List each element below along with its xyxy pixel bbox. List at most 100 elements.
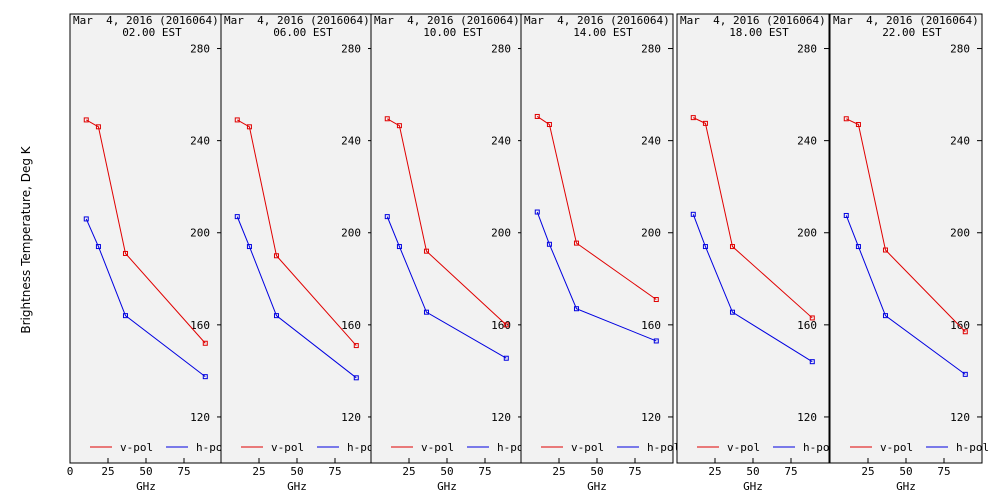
series-v-pol — [384, 116, 509, 328]
y-tick-label: 240 — [950, 135, 970, 148]
series-h-pol — [690, 211, 815, 365]
data-point — [234, 214, 240, 220]
y-tick-label: 120 — [797, 411, 817, 424]
data-point — [503, 355, 509, 361]
data-point — [234, 117, 240, 123]
x-tick-label: 75 — [937, 465, 950, 478]
series-h-pol — [83, 216, 208, 380]
data-point — [855, 244, 861, 250]
data-point — [546, 241, 552, 247]
panel-subtitle: 10.00 EST — [423, 26, 483, 39]
data-point — [653, 338, 659, 344]
data-point — [809, 315, 815, 321]
y-tick-label: 280 — [190, 43, 210, 56]
y-tick-label: 240 — [190, 135, 210, 148]
chart-panel: Mar 4, 2016 (2016064)18.00 EST 120 160 200 2… — [676, 13, 836, 493]
chart-panel: Mar 4, 2016 (2016064)06.00 EST 120 160 200 2… — [220, 13, 380, 493]
legend-item-v-pol: v-pol — [541, 441, 604, 454]
y-tick-label: 120 — [491, 411, 511, 424]
data-point — [353, 343, 359, 349]
data-point — [122, 313, 128, 319]
y-tick-label: 280 — [491, 43, 511, 56]
data-point — [273, 253, 279, 259]
x-tick-label: 50 — [290, 465, 303, 478]
y-tick-label: 240 — [641, 135, 661, 148]
panel-title: Mar 4, 2016 (2016064) — [224, 14, 370, 27]
panel-subtitle: 18.00 EST — [729, 26, 789, 39]
y-tick-label: 280 — [797, 43, 817, 56]
data-point — [95, 244, 101, 250]
y-tick-label: 240 — [797, 135, 817, 148]
series-line — [536, 211, 657, 342]
data-point — [423, 309, 429, 315]
y-axis-label: Brightness Temperature, Deg K — [19, 145, 33, 333]
data-point — [202, 340, 208, 346]
data-point — [855, 122, 861, 128]
x-tick-label: 50 — [590, 465, 603, 478]
legend-label: v-pol — [120, 441, 153, 454]
data-point — [122, 250, 128, 256]
x-tick-label: 50 — [746, 465, 759, 478]
data-point — [246, 244, 252, 250]
x-tick-label: 0 — [67, 465, 74, 478]
legend-item-h-pol: h-pol — [926, 441, 989, 454]
data-point — [690, 211, 696, 217]
data-point — [653, 297, 659, 303]
data-point — [534, 209, 540, 215]
series-h-pol — [234, 214, 359, 381]
data-point — [83, 117, 89, 123]
data-point — [396, 244, 402, 250]
series-v-pol — [83, 117, 208, 346]
x-axis-label: GHz — [587, 480, 607, 493]
data-point — [962, 371, 968, 377]
data-point — [729, 309, 735, 315]
legend-label: h-pol — [803, 441, 836, 454]
panel-title: Mar 4, 2016 (2016064) — [680, 14, 826, 27]
x-tick-label: 50 — [899, 465, 912, 478]
x-tick-label: 25 — [402, 465, 415, 478]
y-tick-label: 240 — [491, 135, 511, 148]
data-point — [83, 216, 89, 222]
series-v-pol — [534, 113, 659, 303]
panel-title: Mar 4, 2016 (2016064) — [374, 14, 520, 27]
data-point — [202, 374, 208, 380]
series-line — [85, 218, 206, 378]
data-point — [573, 306, 579, 312]
data-point — [809, 359, 815, 365]
data-point — [573, 240, 579, 246]
chart-panel: Mar 4, 2016 (2016064)02.00 EST 120 160 200 2… — [67, 13, 229, 493]
y-tick-label: 120 — [641, 411, 661, 424]
x-axis-label: GHz — [287, 480, 307, 493]
data-point — [273, 313, 279, 319]
legend-item-h-pol: h-pol — [773, 441, 836, 454]
legend-item-v-pol: v-pol — [850, 441, 913, 454]
legend-label: v-pol — [880, 441, 913, 454]
series-line — [386, 216, 507, 359]
data-point — [384, 214, 390, 220]
y-tick-label: 120 — [190, 411, 210, 424]
x-axis-label: GHz — [136, 480, 156, 493]
x-tick-label: 75 — [177, 465, 190, 478]
data-point — [962, 329, 968, 335]
y-tick-label: 200 — [341, 227, 361, 240]
x-axis-label: GHz — [743, 480, 763, 493]
data-point — [882, 247, 888, 253]
legend-label: v-pol — [727, 441, 760, 454]
series-line — [236, 216, 357, 379]
data-point — [534, 113, 540, 119]
series-line — [387, 118, 507, 326]
y-tick-label: 120 — [341, 411, 361, 424]
series-line — [845, 215, 966, 375]
data-point — [843, 212, 849, 218]
x-tick-label: 75 — [628, 465, 641, 478]
x-tick-label: 25 — [708, 465, 721, 478]
legend-label: v-pol — [571, 441, 604, 454]
legend-item-v-pol: v-pol — [391, 441, 454, 454]
legend-label: v-pol — [421, 441, 454, 454]
data-point — [396, 123, 402, 129]
series-line — [693, 117, 813, 319]
y-tick-label: 160 — [641, 319, 661, 332]
data-point — [423, 248, 429, 254]
panels: Mar 4, 2016 (2016064)02.00 EST1201602002… — [67, 13, 989, 493]
